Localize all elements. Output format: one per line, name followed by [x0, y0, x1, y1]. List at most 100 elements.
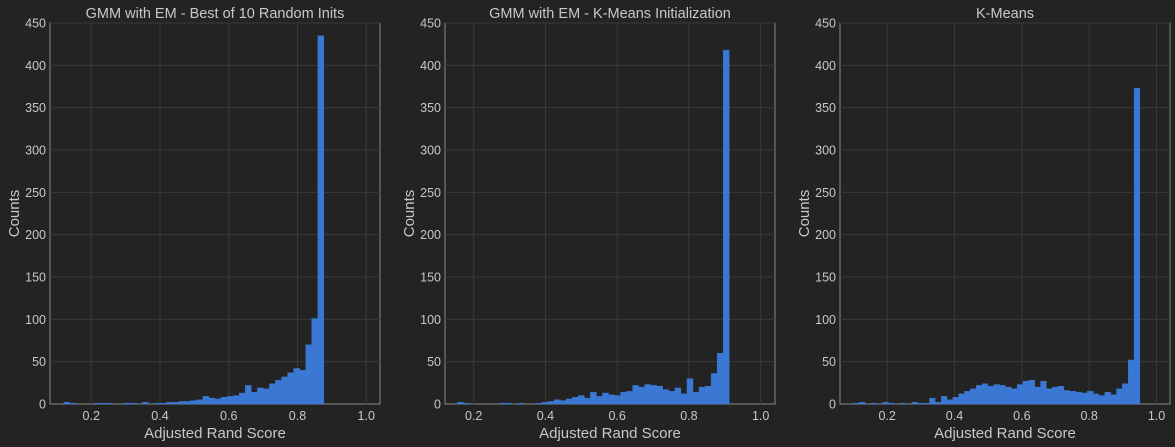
histogram-bar: [499, 402, 507, 405]
histogram-bar: [692, 391, 700, 405]
histogram-bar: [596, 396, 603, 405]
x-tick-label: 0.8: [289, 409, 306, 423]
histogram-bar: [547, 401, 555, 405]
x-tick-label: 0.8: [680, 409, 697, 423]
histogram-panel-3: 0.2 0.4 0.6 0.8 1.0 0 50 100 150 200 250 300 350 400…: [796, 6, 1171, 442]
histogram-bar: [541, 402, 549, 405]
histogram-bar: [686, 378, 694, 405]
y-tick-label: 200: [25, 228, 46, 242]
histogram-bar: [190, 400, 198, 405]
bars-1: [63, 35, 325, 405]
histogram-bar: [184, 401, 191, 405]
histogram-bar: [178, 401, 185, 405]
histogram-bar: [311, 318, 319, 405]
histogram-bar: [154, 402, 161, 405]
histogram-bar: [1063, 390, 1070, 405]
y-tick-label: 300: [420, 144, 441, 158]
histogram-bar: [602, 392, 609, 405]
histogram-bar: [590, 391, 597, 405]
y-tick-label: 400: [420, 59, 441, 73]
histogram-bar: [160, 402, 167, 405]
plot-area-2: [444, 22, 776, 405]
x-tick-label: 1.0: [752, 409, 769, 423]
histogram-bar: [1122, 383, 1129, 405]
histogram-panel-1: 0.2 0.4 0.6 0.8 1.0 0 50 100 150 200 250 300 350 400…: [6, 6, 381, 442]
histogram-bar: [463, 402, 470, 405]
histogram-bar: [105, 402, 113, 405]
histogram-bar: [638, 386, 645, 405]
x-tick-label: 1.0: [1148, 409, 1165, 423]
histogram-bar: [1104, 391, 1111, 405]
x-tick-label: 0.6: [608, 409, 625, 423]
histogram-bar: [1075, 391, 1082, 405]
histogram-bar: [626, 391, 633, 405]
histogram-bar: [1133, 87, 1141, 405]
x-tick-label: 0.4: [151, 409, 168, 423]
histogram-bar: [142, 402, 149, 405]
histogram-bar: [710, 373, 718, 405]
histogram-bar: [923, 402, 930, 405]
histogram-bar: [964, 391, 971, 405]
bars-2: [457, 49, 730, 405]
histogram-bar: [202, 396, 210, 405]
histogram-bar: [457, 402, 464, 405]
histogram-bar: [566, 398, 573, 405]
histogram-bar: [287, 372, 294, 405]
x-tick-label: 0.8: [1080, 409, 1097, 423]
histogram-bar: [674, 387, 682, 405]
histogram-bar: [1052, 386, 1059, 405]
histogram-bar: [946, 399, 954, 405]
y-tick-label: 350: [815, 101, 836, 115]
gridlines-1: [50, 22, 380, 404]
y-tick-label: 100: [815, 313, 836, 327]
histogram-bar: [93, 402, 101, 405]
histogram-bar: [859, 402, 866, 405]
x-tick-label: 0.4: [946, 409, 963, 423]
x-tick-labels-3: 0.2 0.4 0.6 0.8 1.0: [878, 409, 1165, 423]
y-tick-label: 250: [815, 186, 836, 200]
y-tick-labels-2: 0 50 100 150 200 250 300 350 400 450: [420, 17, 441, 412]
histogram-bar: [888, 402, 895, 405]
histogram-bar: [130, 402, 137, 405]
histogram-panel-2: 0.2 0.4 0.6 0.8 1.0 0 50 100 150 200 250 300 350 400…: [401, 6, 776, 442]
histogram-bar: [124, 402, 131, 405]
y-tick-labels-3: 0 50 100 150 200 250 300 350 400 450: [815, 17, 836, 412]
histogram-bar: [981, 383, 989, 405]
histogram-bar: [1016, 384, 1024, 405]
histogram-bar: [620, 391, 627, 405]
y-tick-label: 250: [25, 186, 46, 200]
y-tick-label: 200: [420, 228, 441, 242]
y-tick-label: 150: [815, 271, 836, 285]
histogram-bar: [1087, 391, 1094, 405]
histogram-bar: [900, 402, 907, 405]
y-tick-label: 200: [815, 228, 836, 242]
plot-area-1: [49, 22, 381, 405]
y-tick-label: 450: [25, 17, 46, 31]
histogram-bar: [281, 376, 288, 405]
chart-title-2: GMM with EM - K-Means Initialization: [489, 6, 731, 22]
x-tick-label: 0.2: [465, 409, 482, 423]
y-tick-label: 0: [829, 398, 836, 412]
histogram-bar: [232, 395, 240, 405]
x-axis-label-2: Adjusted Rand Score: [539, 425, 681, 442]
histogram-bar: [722, 49, 730, 405]
x-axis-label-3: Adjusted Rand Score: [934, 425, 1076, 442]
histogram-bar: [958, 393, 965, 405]
histogram-bar: [917, 402, 924, 405]
histogram-bar: [1046, 388, 1053, 405]
histogram-bar: [1034, 386, 1041, 405]
y-tick-labels-1: 0 50 100 150 200 250 300 350 400 450: [25, 17, 46, 412]
histogram-bar: [1092, 393, 1100, 405]
histogram-bar: [656, 386, 664, 405]
histogram-bar: [584, 397, 591, 405]
histogram-bar: [853, 402, 860, 405]
x-tick-label: 0.2: [878, 409, 895, 423]
histogram-bar: [220, 397, 228, 405]
histogram-bar: [578, 395, 585, 405]
histogram-bar: [251, 391, 258, 405]
histogram-bar: [166, 402, 173, 405]
histogram-bar: [929, 397, 936, 405]
histogram-bar: [1081, 392, 1088, 405]
y-tick-label: 450: [420, 17, 441, 31]
histogram-bar: [1110, 394, 1117, 405]
